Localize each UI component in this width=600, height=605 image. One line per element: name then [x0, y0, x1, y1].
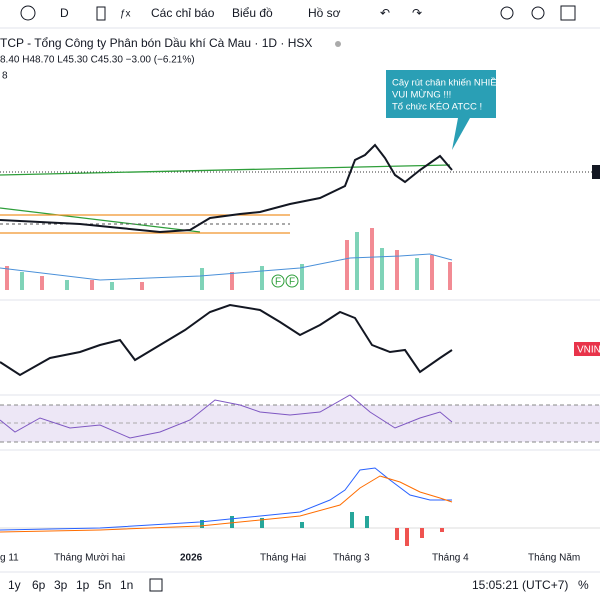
macd-histogram [200, 512, 369, 528]
event-label: F [289, 277, 295, 288]
x-label: Tháng Mười hai [54, 553, 125, 564]
range-button[interactable]: 1n [120, 578, 133, 592]
compare-label: VNIN [577, 345, 600, 356]
clock: 15:05:21 (UTC+7) [472, 578, 568, 592]
price-marker [592, 165, 600, 179]
rsi-band [0, 405, 600, 442]
range-button[interactable]: 3p [54, 578, 68, 592]
volume-bars [5, 228, 452, 290]
redo[interactable]: ↷ [412, 6, 422, 20]
ohlc: 8.40 H48.70 L45.30 C45.30 −3.00 (−6.21%) [0, 55, 195, 66]
range-button[interactable]: 1y [8, 578, 21, 592]
volume-ma [0, 253, 453, 281]
indicators[interactable]: Các chỉ báo [151, 6, 215, 20]
fx-icon[interactable]: ƒx [120, 9, 131, 20]
candle-icon[interactable] [96, 6, 106, 21]
range-button[interactable]: 1p [76, 578, 90, 592]
percent-toggle[interactable]: % [578, 578, 589, 592]
undo[interactable]: ↶ [380, 6, 390, 20]
compare-candles [0, 303, 453, 377]
badge: 8 [2, 71, 8, 82]
x-label: g 11 [0, 553, 19, 564]
toolbar [0, 0, 600, 28]
range-button[interactable]: 6p [32, 578, 46, 592]
annotation-text: Cây rút chân khiến NHIỀU AE BẮT ĐÁY [392, 78, 562, 89]
rsi-line [0, 394, 453, 439]
status-dot [335, 41, 341, 47]
interval[interactable]: D [60, 6, 69, 20]
x-label: Tháng Năm [528, 553, 580, 564]
add-icon[interactable] [20, 5, 36, 21]
annotation-bubble[interactable] [386, 70, 496, 150]
annotation-text: VUI MỪNG !!! [392, 90, 451, 101]
annotation-text: Tổ chức KÉO ATCC ! [392, 102, 482, 113]
search-icon[interactable] [500, 6, 514, 20]
x-label: Tháng 4 [432, 553, 469, 564]
symbol-title: TCP - Tổng Công ty Phân bón Dầu khí Cà M… [0, 36, 312, 50]
x-label: Tháng 3 [333, 553, 370, 564]
event-marker[interactable] [285, 274, 299, 288]
event-marker[interactable] [271, 274, 285, 288]
trend-line [0, 164, 451, 176]
x-label: 2026 [180, 553, 203, 564]
chart-type[interactable]: Biểu đồ [232, 6, 273, 20]
macd-histogram [395, 528, 444, 546]
calendar-icon[interactable] [149, 578, 163, 592]
compare-tag [574, 342, 600, 356]
range-button[interactable]: 5n [98, 578, 111, 592]
x-label: Tháng Hai [260, 553, 306, 564]
settings-icon[interactable] [531, 6, 545, 20]
macd-line [0, 467, 452, 531]
price-candles [0, 143, 453, 234]
trend-line [0, 207, 201, 233]
signal-line [0, 475, 453, 533]
fullscreen-icon[interactable] [560, 5, 576, 21]
event-label: F [275, 277, 281, 288]
volume-bars [20, 232, 419, 290]
profile[interactable]: Hồ sơ [308, 6, 341, 20]
